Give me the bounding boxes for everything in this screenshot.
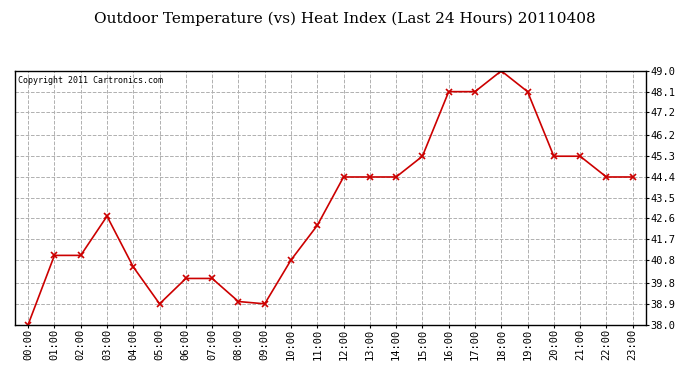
Text: Outdoor Temperature (vs) Heat Index (Last 24 Hours) 20110408: Outdoor Temperature (vs) Heat Index (Las… (95, 11, 595, 26)
Text: Copyright 2011 Cartronics.com: Copyright 2011 Cartronics.com (18, 76, 163, 85)
